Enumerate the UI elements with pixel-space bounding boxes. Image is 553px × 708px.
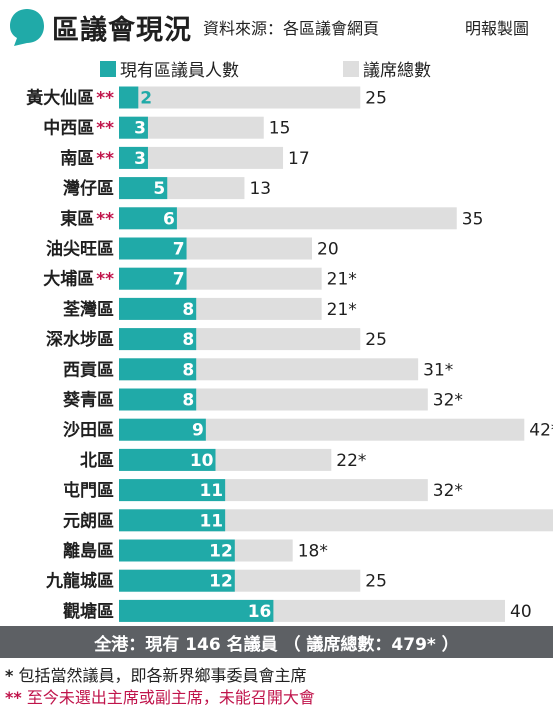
bar-total xyxy=(119,509,553,532)
category-label: 中西區 ** xyxy=(43,118,114,139)
speech-bubble-icon xyxy=(10,9,44,46)
chart-title: 區議會現況 xyxy=(52,15,192,46)
bar-current xyxy=(119,539,235,562)
bar-current xyxy=(119,569,235,592)
category-label: 屯門區 xyxy=(63,480,114,501)
value-label-current: 9 xyxy=(192,421,204,441)
legend-item-current: 現有區議員人數 xyxy=(100,56,239,81)
category-label: 深水埗區 xyxy=(46,329,114,350)
legend: 現有區議員人數 議席總數 xyxy=(0,54,553,81)
category-label: 大埔區 ** xyxy=(43,269,114,290)
bar-total xyxy=(119,207,457,230)
value-label-current: 8 xyxy=(182,330,194,350)
value-label-total: 13 xyxy=(249,179,271,199)
category-label: 西貢區 xyxy=(63,360,114,380)
value-label-total: 21* xyxy=(327,300,357,320)
value-label-current: 8 xyxy=(182,391,194,411)
bar-current xyxy=(119,509,226,532)
category-label: 九龍城區 xyxy=(45,571,114,592)
value-label-total: 20 xyxy=(317,240,339,260)
value-label-current: 3 xyxy=(134,149,146,169)
bar-current xyxy=(119,479,226,502)
value-label-current: 6 xyxy=(163,209,175,229)
bar-current xyxy=(119,297,197,320)
category-label: 灣仔區 xyxy=(63,178,114,199)
bar-current xyxy=(119,116,148,139)
category-label: 北區 xyxy=(80,451,114,471)
value-label-total: 15 xyxy=(269,119,291,139)
category-label: 黃大仙區 ** xyxy=(25,88,114,109)
bar-total xyxy=(119,418,525,441)
bar-current xyxy=(119,207,177,230)
category-label: 沙田區 xyxy=(63,421,114,441)
category-label: 南區 ** xyxy=(60,148,114,169)
bar-current xyxy=(119,177,168,200)
value-label-current: 16 xyxy=(248,602,272,622)
value-label-total: 25 xyxy=(365,330,387,350)
value-label-total: 17 xyxy=(288,149,310,169)
bar-current xyxy=(119,267,187,290)
chart-credit: 明報製圖 xyxy=(465,19,530,38)
value-label-total: 22* xyxy=(336,451,366,471)
bar-chart: 黃大仙區 ** 2 25 中西區 ** 3 15 南區 ** 3 17 灣仔區 5 13 東區 ** 6 35 油尖旺… xyxy=(25,86,553,622)
value-label-current: 7 xyxy=(173,270,185,290)
value-label-total: 40 xyxy=(510,602,532,622)
bar-current xyxy=(119,86,139,109)
footnote-single-star: * 包括當然議員，即各新界鄉事委員會主席 xyxy=(5,662,306,686)
category-label: 荃灣區 xyxy=(63,299,114,320)
value-label-current: 8 xyxy=(182,360,194,380)
footnote-star-mark: * xyxy=(5,666,14,685)
footnote-text: 包括當然議員，即各新界鄉事委員會主席 xyxy=(13,666,307,685)
category-label: 葵青區 xyxy=(63,390,114,411)
value-label-total: 32* xyxy=(433,481,463,501)
legend-swatch-total xyxy=(343,60,359,77)
bar-current xyxy=(119,418,206,441)
bar-total xyxy=(119,146,284,169)
footnote-double-star: ** 至今未選出主席或副主席，未能召開大會 xyxy=(5,684,315,708)
bar-current xyxy=(119,146,148,169)
value-label-current: 5 xyxy=(153,179,165,199)
chart-header: 區議會現況 資料來源：各區議會網頁 明報製圖 xyxy=(0,0,553,52)
bar-current xyxy=(119,388,197,411)
value-label-total: 25 xyxy=(365,572,387,592)
legend-label-current: 現有區議員人數 xyxy=(120,61,239,81)
legend-item-total: 議席總數 xyxy=(343,56,431,81)
value-label-total: 35 xyxy=(462,209,484,229)
bar-current xyxy=(119,448,216,471)
value-label-total: 21* xyxy=(327,270,357,290)
legend-swatch-current xyxy=(100,60,116,77)
value-label-total: 31* xyxy=(423,360,453,380)
value-label-total: 18* xyxy=(298,542,328,562)
bar-current xyxy=(119,328,197,351)
value-label-total: 42* xyxy=(529,421,553,441)
data-source: 資料來源：各區議會網頁 xyxy=(203,19,380,38)
value-label-current: 2 xyxy=(140,89,152,109)
summary-bar: 全港：現有 146 名議員 （ 議席總數：479* ） xyxy=(0,626,553,658)
value-label-current: 3 xyxy=(134,119,146,139)
value-label-current: 8 xyxy=(182,300,194,320)
bar-current xyxy=(119,599,274,622)
summary-text: 全港：現有 146 名議員 （ 議席總數：479* ） xyxy=(94,634,459,655)
value-label-total: 32* xyxy=(433,391,463,411)
value-label-current: 11 xyxy=(199,511,223,531)
value-label-total: 25 xyxy=(365,89,387,109)
bar-current xyxy=(119,358,197,381)
category-label: 東區 ** xyxy=(60,208,114,229)
value-label-current: 12 xyxy=(209,542,233,562)
category-label: 油尖旺區 xyxy=(46,239,114,260)
category-label: 觀塘區 xyxy=(63,601,114,622)
category-label: 元朗區 xyxy=(63,510,114,531)
bar-current xyxy=(119,237,187,260)
value-label-current: 10 xyxy=(190,451,214,471)
legend-label-total: 議席總數 xyxy=(363,61,431,81)
value-label-current: 12 xyxy=(209,572,233,592)
bar-total xyxy=(119,86,361,109)
value-label-current: 7 xyxy=(173,240,185,260)
category-label: 離島區 xyxy=(63,541,114,562)
footnote-double-text: 至今未選出主席或副主席，未能召開大會 xyxy=(21,688,315,707)
value-label-current: 11 xyxy=(199,481,223,501)
bar-total xyxy=(119,116,264,139)
footnote-double-star-mark: ** xyxy=(5,688,22,707)
